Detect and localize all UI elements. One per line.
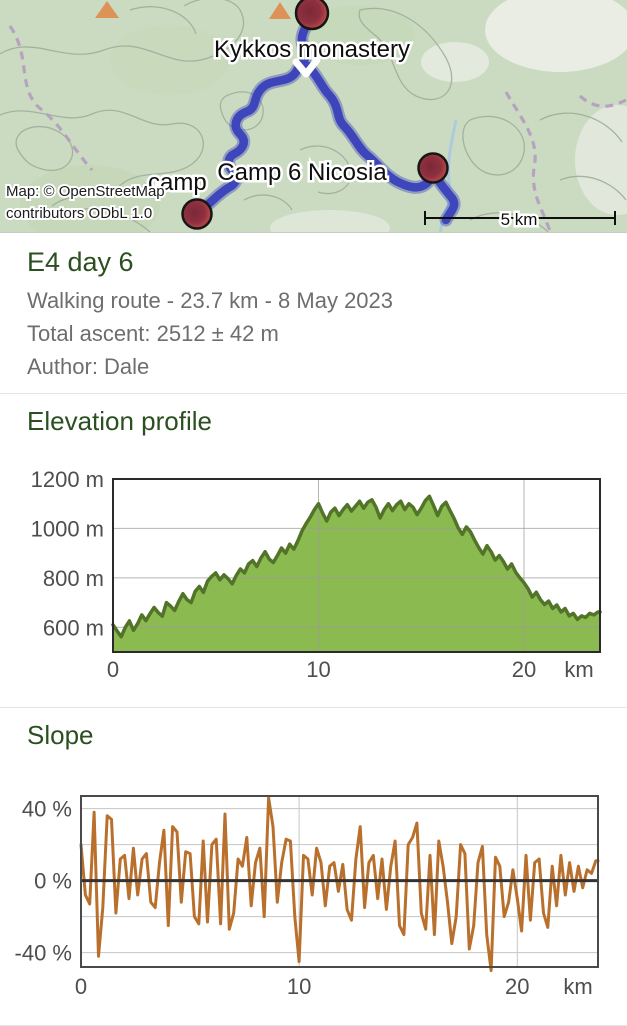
elevation-profile-heading: Elevation profile — [27, 406, 212, 436]
route-info-line: Walking route - 23.7 km - 8 May 2023 — [27, 288, 394, 313]
y-tick-label: -40 % — [15, 941, 72, 966]
page-title: E4 day 6 — [27, 247, 134, 277]
route-path — [190, 7, 461, 227]
y-tick-label: 1200 m — [31, 467, 104, 492]
attribution-line-1: Map: © OpenStreetMap — [6, 183, 165, 200]
label-kykkos-monastery: Kykkos monastery — [214, 36, 410, 63]
dashed-trails — [8, 25, 627, 232]
river — [439, 119, 458, 232]
x-tick-label: 20 — [512, 657, 536, 682]
map-canvas: camp Kykkos monastery Camp 6 Nicosia Map… — [0, 0, 627, 232]
y-tick-label: 40 % — [22, 797, 72, 822]
label-camp-partial: camp — [148, 169, 207, 196]
route-map: camp Kykkos monastery Camp 6 Nicosia Map… — [0, 0, 627, 233]
x-tick-label: 20 — [505, 974, 529, 999]
contour-lines — [0, 0, 627, 232]
route-info: Walking route - 23.7 km - 8 May 2023 Tot… — [27, 284, 600, 383]
x-tick-label: 10 — [306, 657, 330, 682]
marker-kykkos-monastery — [294, 0, 330, 31]
x-axis-unit-label: km — [564, 657, 593, 682]
elevation-profile-chart: 600 m 800 m 1000 m 1200 m 0 10 20 km — [31, 467, 602, 682]
x-axis-unit-label: km — [563, 974, 592, 999]
route-info-line: Total ascent: 2512 ± 42 m — [27, 321, 279, 346]
y-tick-label: 0 % — [34, 869, 72, 894]
slope-chart: 40 % 0 % -40 %0 10 20 km — [15, 795, 600, 999]
y-tick-label: 600 m — [43, 615, 104, 640]
y-tick-label: 800 m — [43, 566, 104, 591]
x-tick-label: 0 — [75, 974, 87, 999]
x-tick-label: 10 — [287, 974, 311, 999]
slope-heading: Slope — [27, 720, 94, 750]
label-camp-6-nicosia: Camp 6 Nicosia — [217, 159, 387, 186]
map-attribution: Map: © OpenStreetMap contributors ODbL 1… — [4, 181, 167, 224]
peak-triangle-icon — [95, 1, 291, 19]
route-info-line: Author: Dale — [27, 354, 150, 379]
divider — [0, 707, 627, 708]
attribution-line-2: contributors ODbL 1.0 — [6, 205, 152, 222]
marker-camp — [181, 198, 213, 230]
scale-bar-label: 5 km — [501, 210, 538, 229]
divider — [0, 393, 627, 394]
marker-camp-6-nicosia — [417, 152, 449, 184]
map-scale-bar — [424, 211, 616, 225]
y-tick-label: 1000 m — [31, 516, 104, 541]
x-tick-label: 0 — [107, 657, 119, 682]
route-direction-chevron — [292, 56, 321, 78]
